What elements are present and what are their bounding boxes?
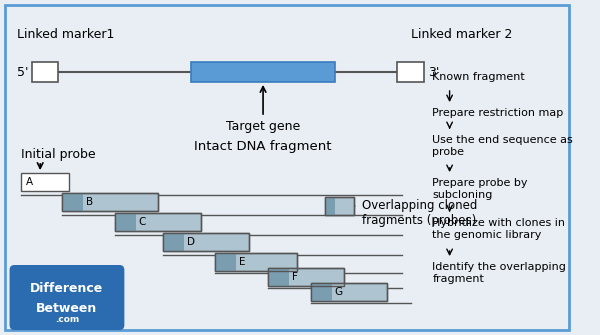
Text: Difference: Difference [31, 282, 104, 295]
Bar [215, 253, 296, 271]
Text: 5': 5' [17, 66, 29, 78]
Text: D: D [187, 237, 194, 247]
Bar [311, 283, 332, 301]
Bar [325, 197, 354, 215]
Text: Hybridize with clones in
the genomic library: Hybridize with clones in the genomic lib… [433, 218, 565, 240]
Bar [325, 197, 335, 215]
Bar [397, 62, 424, 82]
Bar [115, 213, 201, 231]
FancyBboxPatch shape [10, 265, 124, 330]
Bar [21, 173, 69, 191]
Text: Linked marker 2: Linked marker 2 [412, 28, 513, 41]
Bar [62, 193, 158, 211]
Text: F: F [292, 272, 298, 282]
Bar [311, 283, 388, 301]
Bar [163, 233, 184, 251]
Bar [62, 193, 158, 211]
Text: C: C [139, 217, 146, 227]
Bar [268, 268, 344, 286]
Bar [268, 268, 344, 286]
Bar [268, 268, 289, 286]
Text: Identify the overlapping
fragment: Identify the overlapping fragment [433, 262, 566, 284]
Text: G: G [335, 287, 343, 297]
Bar [32, 62, 58, 82]
Bar [311, 283, 388, 301]
Text: Intact DNA fragment: Intact DNA fragment [194, 140, 332, 153]
Text: B: B [86, 197, 93, 207]
Text: Overlapping cloned
fragments (probes): Overlapping cloned fragments (probes) [362, 199, 477, 227]
Text: Initial probe: Initial probe [21, 148, 95, 161]
Bar [215, 253, 296, 271]
Text: 3': 3' [428, 66, 439, 78]
Bar [215, 253, 236, 271]
Bar [115, 213, 136, 231]
Bar [115, 213, 201, 231]
Bar [325, 197, 354, 215]
Text: Linked marker1: Linked marker1 [17, 28, 115, 41]
Text: A: A [26, 177, 33, 187]
Bar [163, 233, 249, 251]
Text: Target gene: Target gene [226, 120, 300, 133]
Text: Prepare restriction map: Prepare restriction map [433, 108, 563, 118]
Text: Known fragment: Known fragment [433, 72, 525, 82]
Text: E: E [239, 257, 245, 267]
Text: .com: .com [55, 315, 79, 324]
Bar [62, 193, 83, 211]
Text: Between: Between [37, 302, 98, 315]
Bar [163, 233, 249, 251]
Text: Use the end sequence as
probe: Use the end sequence as probe [433, 135, 573, 156]
Text: Prepare probe by
subcloning: Prepare probe by subcloning [433, 178, 528, 200]
Bar [191, 62, 335, 82]
